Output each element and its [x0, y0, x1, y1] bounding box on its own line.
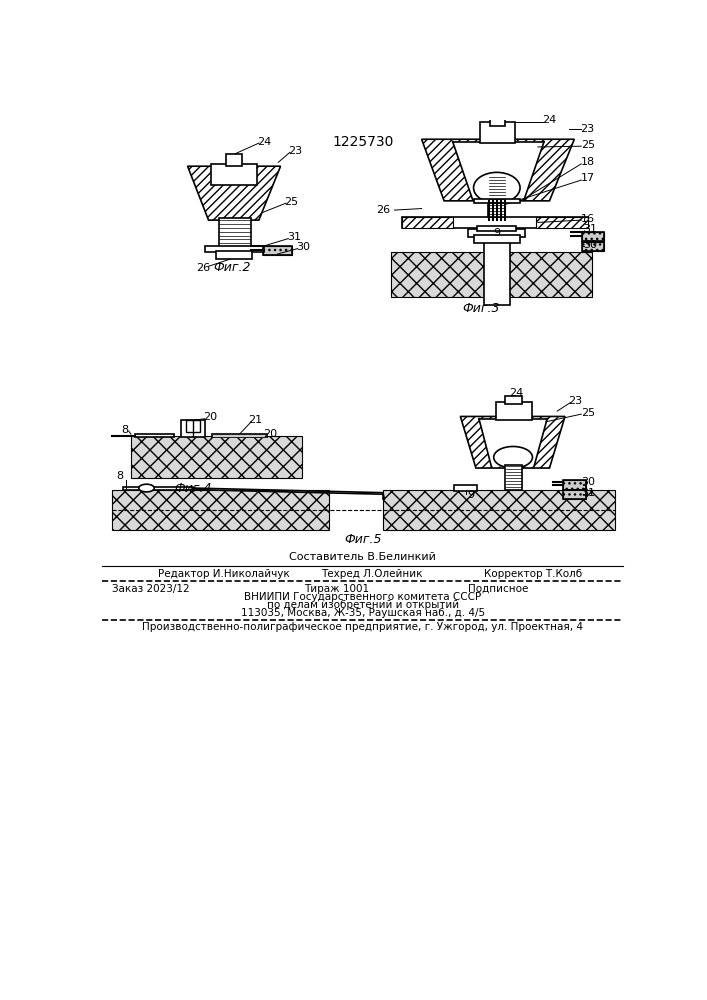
Bar	[563, 480, 586, 490]
Bar	[204, 246, 264, 252]
Text: 16: 16	[581, 214, 595, 224]
Text: 30: 30	[581, 477, 595, 487]
Bar	[212, 434, 267, 437]
Text: 30: 30	[296, 242, 310, 252]
Bar	[263, 246, 292, 255]
Text: 24: 24	[257, 137, 271, 147]
Ellipse shape	[139, 484, 154, 492]
Polygon shape	[187, 166, 281, 220]
Polygon shape	[421, 139, 574, 201]
Text: Фиг.2: Фиг.2	[213, 261, 250, 274]
Bar	[391, 252, 592, 297]
Text: 21: 21	[248, 415, 262, 425]
Bar	[182, 420, 204, 437]
Text: 20: 20	[264, 429, 278, 439]
Text: ВНИИПИ Государственного комитета СССР: ВНИИПИ Государственного комитета СССР	[244, 592, 481, 602]
Text: 24: 24	[509, 388, 523, 398]
Text: Фиг.5: Фиг.5	[344, 533, 382, 546]
Text: 30: 30	[583, 240, 597, 250]
Text: 25: 25	[581, 408, 595, 418]
Bar	[563, 490, 586, 499]
Bar	[474, 199, 520, 203]
Bar	[537, 217, 588, 228]
Bar	[496, 402, 532, 420]
Text: 20: 20	[203, 412, 217, 422]
Text: 17: 17	[581, 173, 595, 183]
Text: 23: 23	[288, 146, 303, 156]
Text: 31: 31	[583, 224, 597, 234]
Text: Редактор И.Николайчук: Редактор И.Николайчук	[158, 569, 290, 579]
Bar	[582, 242, 604, 251]
Text: Фиг.4: Фиг.4	[174, 482, 212, 495]
Text: 31: 31	[287, 232, 300, 242]
Bar	[226, 154, 242, 166]
Bar	[402, 217, 452, 228]
Text: 18: 18	[581, 157, 595, 167]
Bar	[582, 242, 604, 251]
Text: Тираж 1001: Тираж 1001	[304, 584, 369, 594]
Bar	[489, 175, 506, 217]
Text: 23: 23	[568, 396, 582, 406]
Polygon shape	[452, 142, 544, 200]
Bar	[218, 218, 251, 247]
Bar	[477, 226, 516, 231]
Text: 113035, Москва, Ж-35, Раушская наб., д. 4/5: 113035, Москва, Ж-35, Раушская наб., д. …	[240, 608, 485, 618]
Text: 26: 26	[376, 205, 390, 215]
Bar	[484, 235, 510, 305]
Bar	[582, 232, 604, 241]
Bar	[490, 118, 506, 126]
Bar	[212, 434, 267, 437]
Text: Техред Л.Олейник: Техред Л.Олейник	[321, 569, 422, 579]
Text: 23: 23	[580, 124, 594, 134]
Bar	[454, 485, 477, 491]
Bar	[506, 396, 522, 404]
Text: 24: 24	[542, 115, 556, 125]
Bar	[135, 434, 174, 437]
Bar	[131, 436, 301, 478]
Text: 8: 8	[121, 425, 129, 435]
Bar	[123, 487, 193, 490]
Bar	[263, 246, 292, 255]
Bar	[474, 235, 520, 243]
Text: 26: 26	[196, 263, 210, 273]
Text: 9: 9	[467, 490, 474, 500]
Text: 9: 9	[493, 228, 501, 238]
Bar	[383, 490, 615, 530]
Text: 25: 25	[581, 140, 595, 150]
Text: Фиг.3: Фиг.3	[462, 302, 500, 315]
Bar	[582, 232, 604, 241]
Bar	[468, 229, 525, 237]
Text: 8: 8	[116, 471, 123, 481]
Polygon shape	[479, 419, 547, 466]
Bar	[563, 480, 586, 490]
Bar	[112, 490, 329, 530]
Text: Корректор Т.Колб: Корректор Т.Колб	[484, 569, 582, 579]
Ellipse shape	[474, 172, 520, 203]
Text: 25: 25	[284, 197, 298, 207]
Bar	[402, 217, 588, 228]
Text: по делам изобретений и открытий: по делам изобретений и открытий	[267, 600, 459, 610]
Bar	[211, 164, 257, 185]
Bar	[216, 251, 252, 259]
Text: Заказ 2023/12: Заказ 2023/12	[112, 584, 189, 594]
Polygon shape	[460, 416, 565, 468]
Text: Составитель В.Белинкий: Составитель В.Белинкий	[289, 552, 436, 562]
Text: 31: 31	[581, 488, 595, 498]
Text: Производственно-полиграфическое предприятие, г. Ужгород, ул. Проектная, 4: Производственно-полиграфическое предприя…	[142, 622, 583, 632]
Text: Подписное: Подписное	[468, 584, 529, 594]
Bar	[506, 465, 522, 490]
Bar	[480, 122, 515, 143]
Ellipse shape	[493, 446, 532, 468]
Bar	[563, 490, 586, 499]
Text: 1225730: 1225730	[332, 135, 393, 149]
Bar	[186, 420, 200, 432]
